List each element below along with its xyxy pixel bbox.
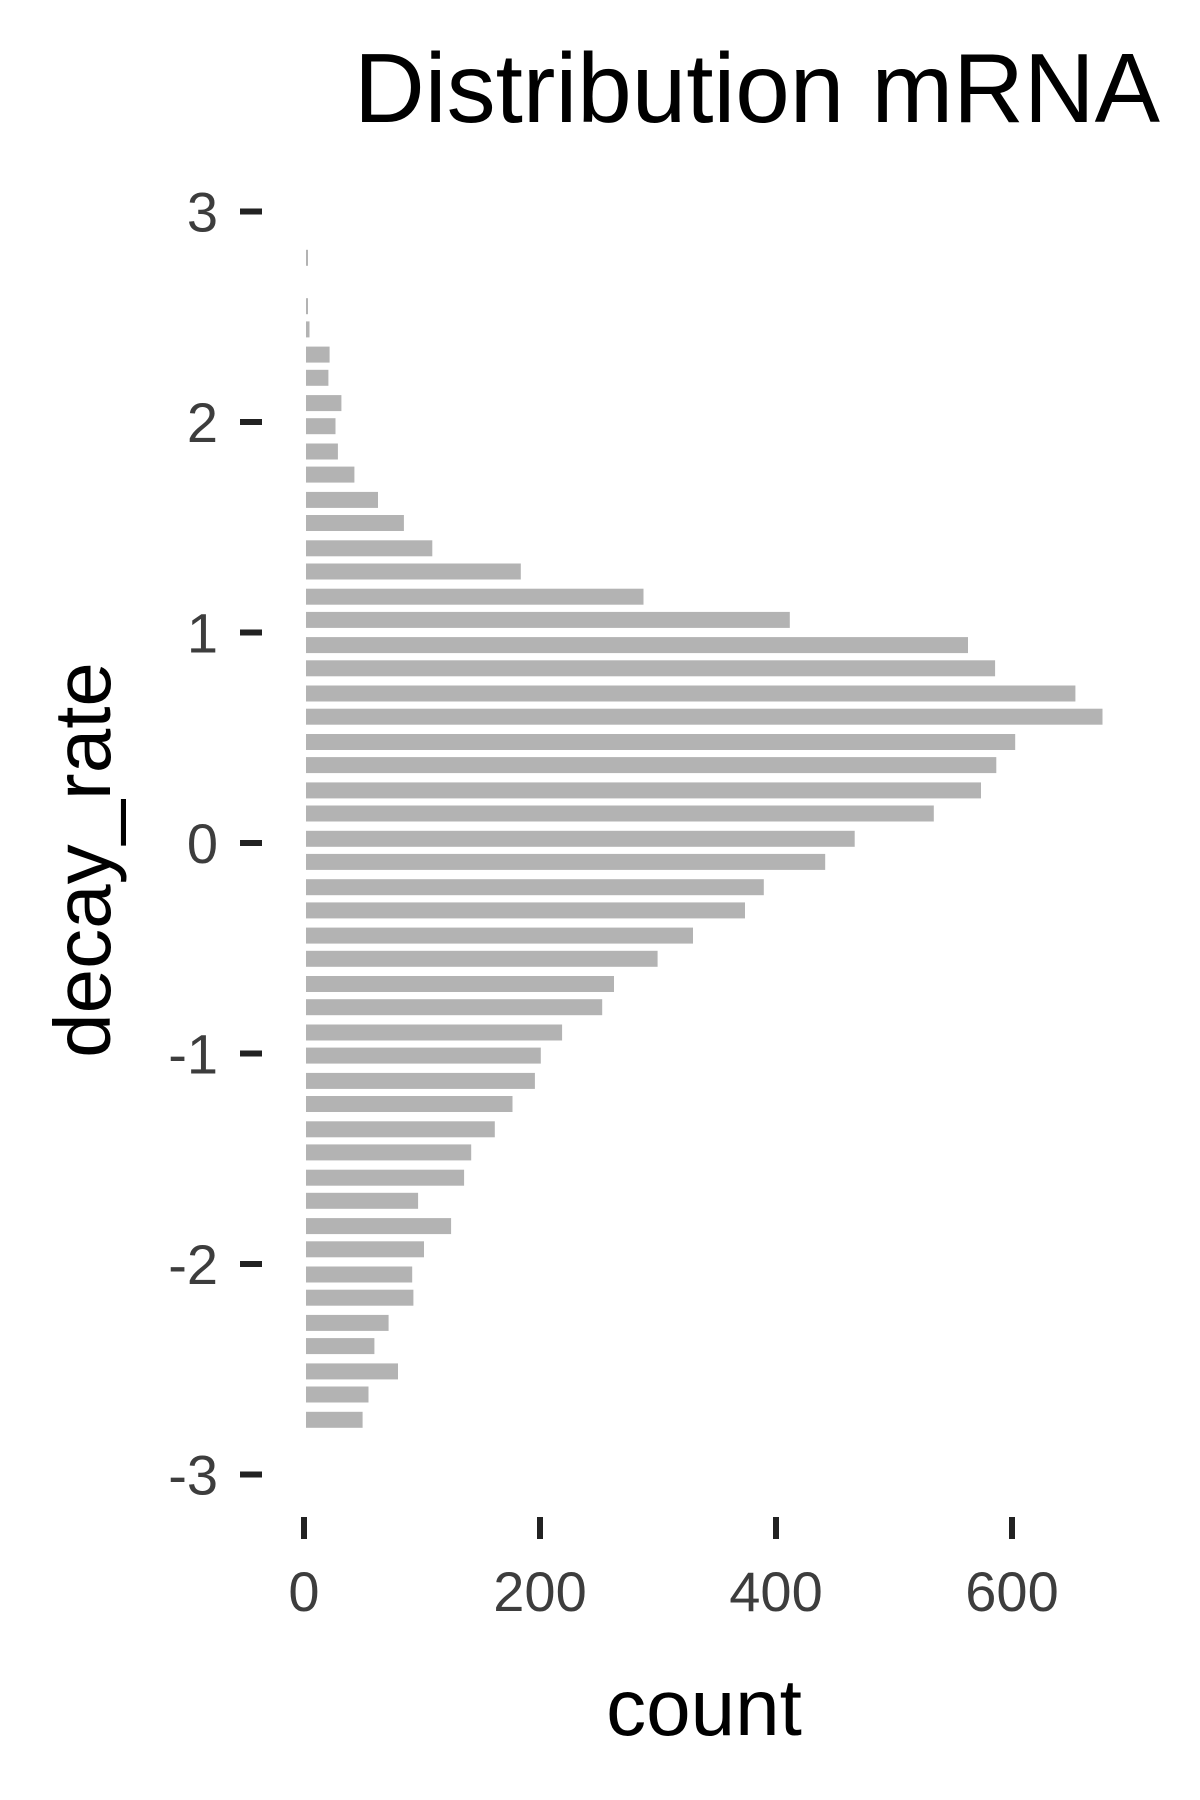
bar-19	[306, 734, 1016, 750]
bar-21	[306, 782, 981, 799]
bar-12	[306, 563, 521, 580]
bar-16	[306, 660, 996, 677]
y-tick-label: -3	[168, 1444, 218, 1507]
y-tick-label: -1	[168, 1023, 218, 1086]
bar-15	[306, 637, 968, 654]
bar-3	[306, 346, 330, 363]
chart-title: Distribution mRNA	[354, 33, 1161, 143]
y-axis-title: decay_rate	[38, 662, 127, 1058]
bar-39	[306, 1218, 452, 1235]
bar-8	[306, 466, 355, 483]
bar-34	[306, 1096, 513, 1112]
y-tick-label: 3	[187, 181, 218, 244]
bar-47	[306, 1411, 363, 1428]
bar-43	[306, 1314, 389, 1331]
x-axis-title: count	[606, 1663, 802, 1752]
bar-32	[306, 1047, 541, 1064]
bar-20	[306, 757, 997, 774]
bar-17	[306, 685, 1076, 702]
bar-14	[306, 611, 790, 628]
x-tick-label: 400	[729, 1560, 822, 1623]
bar-9	[306, 491, 378, 508]
bar-44	[306, 1338, 375, 1355]
bar-35	[306, 1121, 495, 1138]
bar-46	[306, 1386, 369, 1403]
bar-2	[306, 321, 310, 338]
bar-6	[306, 418, 336, 435]
y-tick-label: 1	[187, 602, 218, 665]
bar-4	[306, 369, 329, 386]
y-tick-label: -2	[168, 1233, 218, 1296]
bar-29	[306, 976, 614, 992]
bar-23	[306, 830, 855, 847]
bar-38	[306, 1192, 419, 1209]
x-tick-label: 0	[288, 1560, 319, 1623]
bar-41	[306, 1266, 413, 1283]
bar-7	[306, 443, 338, 460]
bar-42	[306, 1289, 414, 1306]
bar-36	[306, 1144, 472, 1161]
bar-40	[306, 1241, 424, 1258]
bar-30	[306, 999, 603, 1016]
x-axis: 0 200 400 600	[288, 1517, 1059, 1623]
bar-1	[306, 298, 308, 315]
y-tick-label: 2	[187, 391, 218, 454]
y-tick-label: 0	[187, 812, 218, 875]
bar-5	[306, 395, 342, 412]
bar-22	[306, 805, 934, 822]
bar-10	[306, 515, 404, 531]
x-tick-label: 600	[965, 1560, 1058, 1623]
bar-37	[306, 1169, 465, 1186]
bar-31	[306, 1024, 563, 1041]
bar-33	[306, 1072, 535, 1089]
x-tick-label: 200	[493, 1560, 586, 1623]
bar-0	[306, 249, 308, 266]
bar-13	[306, 588, 644, 605]
bar-45	[306, 1363, 398, 1380]
bar-24	[306, 853, 826, 870]
bar-26	[306, 902, 745, 919]
bar-28	[306, 950, 658, 967]
bars-group	[306, 249, 1103, 1428]
bar-11	[306, 540, 433, 557]
bar-27	[306, 927, 693, 944]
y-axis: -3 -2 -1 0 1 2 3	[168, 181, 262, 1507]
bar-18	[306, 708, 1103, 725]
bar-25	[306, 879, 764, 896]
